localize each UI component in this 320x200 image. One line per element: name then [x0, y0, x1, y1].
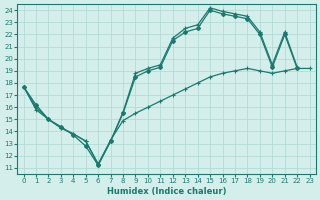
- X-axis label: Humidex (Indice chaleur): Humidex (Indice chaleur): [107, 187, 226, 196]
